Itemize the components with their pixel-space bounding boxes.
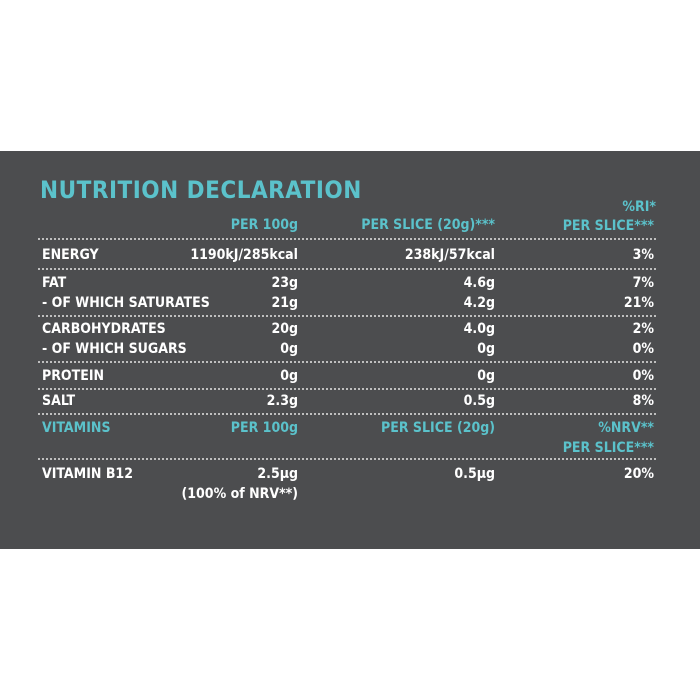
- divider: [38, 268, 656, 270]
- row-label-sugars: - OF WHICH SUGARS: [42, 341, 187, 357]
- divider: [38, 458, 656, 460]
- energy-per-slice: 238kJ/57kcal: [404, 247, 495, 263]
- vitamins-header-label: VITAMINS: [42, 420, 111, 436]
- energy-per100: 1190kJ/285kcal: [190, 247, 298, 263]
- ri-header-line1: %RI*: [622, 199, 656, 215]
- fat-per100: 23g: [271, 275, 298, 291]
- vitamins-per100-header: PER 100g: [230, 420, 298, 436]
- row-label-saturates: - OF WHICH SATURATES: [42, 295, 210, 311]
- row-label-vitamin-b12: VITAMIN B12: [42, 466, 133, 482]
- carbohydrates-per100: 20g: [271, 321, 298, 337]
- per100-header: PER 100g: [230, 217, 298, 233]
- divider: [38, 413, 656, 415]
- salt-ri: 8%: [632, 393, 654, 409]
- divider: [38, 388, 656, 390]
- saturates-ri: 21%: [623, 295, 654, 311]
- row-label-fat: FAT: [42, 275, 67, 291]
- fat-ri: 7%: [632, 275, 654, 291]
- nrv-header-line1: %NRV**: [598, 420, 654, 436]
- row-label-protein: PROTEIN: [42, 368, 105, 384]
- page-title: NUTRITION DECLARATION: [40, 176, 362, 204]
- sugars-ri: 0%: [632, 341, 654, 357]
- salt-per100: 2.3g: [266, 393, 298, 409]
- row-label-salt: SALT: [42, 393, 76, 409]
- salt-per-slice: 0.5g: [463, 393, 495, 409]
- saturates-per100: 21g: [271, 295, 298, 311]
- nrv-header-line2: PER SLICE***: [562, 440, 654, 456]
- energy-ri: 3%: [632, 247, 654, 263]
- row-label-carbohydrates: CARBOHYDRATES: [42, 321, 166, 337]
- vitamin-b12-nrv: 20%: [623, 466, 654, 482]
- vitamin-b12-nrv-note: (100% of NRV**): [181, 486, 298, 502]
- ri-header-line2: PER SLICE***: [562, 218, 654, 234]
- divider: [38, 315, 656, 317]
- vitamin-b12-per100: 2.5µg: [257, 466, 298, 482]
- carbohydrates-per-slice: 4.0g: [463, 321, 495, 337]
- carbohydrates-ri: 2%: [632, 321, 654, 337]
- row-label-energy: ENERGY: [42, 247, 99, 263]
- divider: [38, 361, 656, 363]
- protein-per-slice: 0g: [477, 368, 495, 384]
- vitamins-per-slice-header: PER SLICE (20g): [381, 420, 495, 436]
- nutrition-panel: NUTRITION DECLARATION %RI* PER 100g PER …: [0, 151, 700, 549]
- sugars-per100: 0g: [280, 341, 298, 357]
- divider: [38, 238, 656, 240]
- per-slice-header: PER SLICE (20g)***: [361, 217, 495, 233]
- saturates-per-slice: 4.2g: [463, 295, 495, 311]
- protein-per100: 0g: [280, 368, 298, 384]
- vitamin-b12-per-slice: 0.5µg: [454, 466, 495, 482]
- sugars-per-slice: 0g: [477, 341, 495, 357]
- fat-per-slice: 4.6g: [463, 275, 495, 291]
- protein-ri: 0%: [632, 368, 654, 384]
